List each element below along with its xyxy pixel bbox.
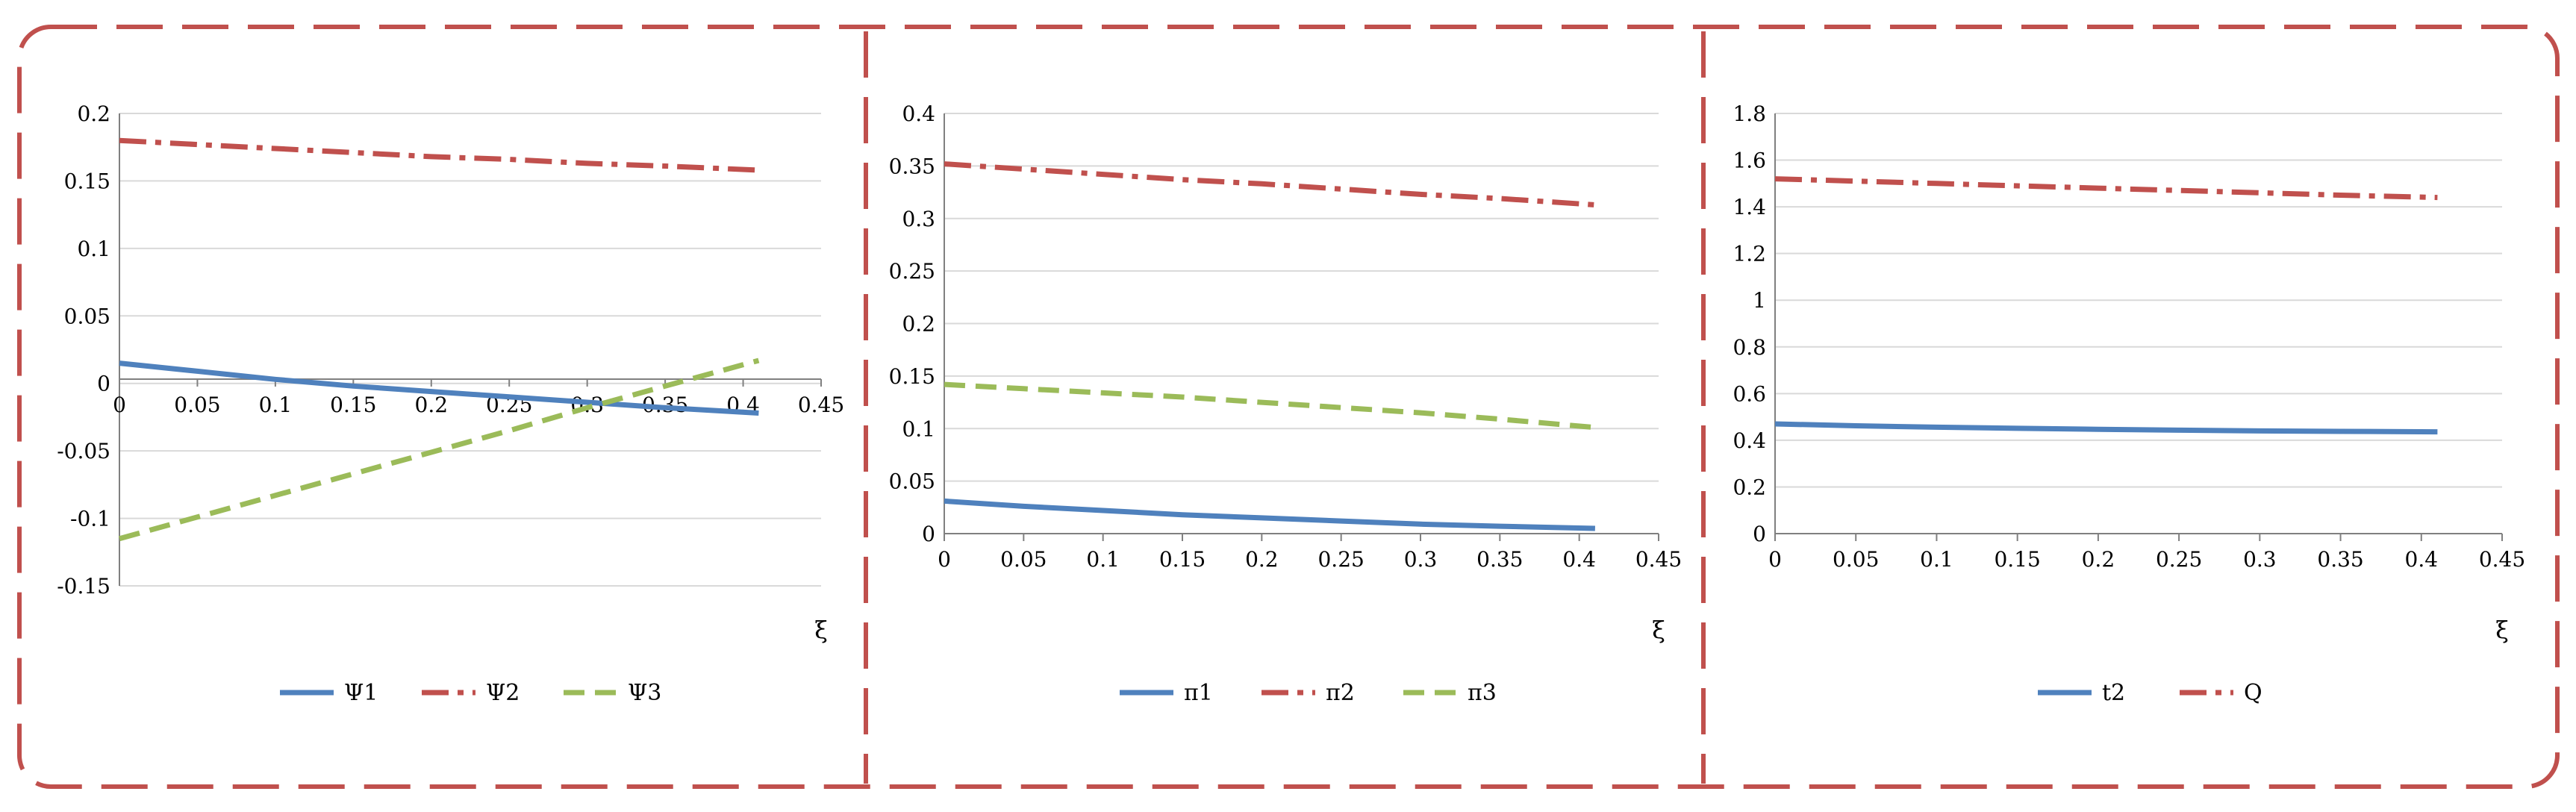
legend-label-2: Ψ2 (486, 680, 520, 706)
x-tick-label: 0.05 (1833, 547, 1879, 572)
legend-label-2: Q (2244, 680, 2262, 706)
x-tick-label: 0 (113, 393, 126, 417)
x-tick-label: 0.1 (1086, 547, 1120, 572)
y-tick-label: 0.8 (1733, 335, 1766, 360)
y-tick-label: 0.05 (64, 304, 110, 328)
x-tick-label: 0.05 (1000, 547, 1047, 572)
y-tick-label: 1.6 (1733, 149, 1766, 173)
y-tick-label: -0.15 (57, 574, 110, 599)
x-tick-label: 0.1 (259, 393, 293, 417)
x-axis-label: ξ (814, 616, 828, 644)
x-tick-label: 0.05 (174, 393, 220, 417)
x-tick-label: 0.35 (1476, 547, 1523, 572)
x-tick-label: 0.45 (1635, 547, 1682, 572)
legend-label-3: π3 (1468, 680, 1497, 706)
series-line-2 (1774, 176, 2438, 201)
y-tick-label: 0.15 (889, 364, 935, 389)
chart-3: 0 0.2 0.4 0.6 0.8 1 1.2 1.4 1.6 1.8 0 0.05 0.1 0.15 0.… (1733, 102, 2525, 706)
x-tick-label: 0.25 (1317, 547, 1364, 572)
series-line-1 (944, 498, 1595, 531)
y-tick-label: 0.35 (889, 154, 935, 178)
y-tick-label: 0.1 (902, 416, 935, 441)
x-axis-label: ξ (1652, 616, 1665, 644)
x-tick-label: 0.15 (1994, 547, 2040, 572)
x-tick-label: 0.45 (798, 393, 844, 417)
x-tick-label: 0.1 (1920, 547, 1953, 572)
x-tick-label: 0.4 (1562, 547, 1596, 572)
x-tick-label: 0.35 (2317, 547, 2363, 572)
y-tick-label: 0.4 (1733, 428, 1766, 453)
y-tick-label: 0 (97, 372, 110, 396)
y-tick-label: 0.6 (1733, 381, 1766, 406)
y-tick-label: 0 (1753, 522, 1766, 546)
y-tick-label: 0.1 (77, 237, 110, 261)
series-line-3 (119, 357, 760, 542)
y-tick-label: 0.05 (889, 469, 935, 494)
legend-label-3: Ψ3 (628, 680, 661, 706)
y-tick-label: 1.2 (1733, 242, 1766, 266)
legend-label-1: t2 (2102, 680, 2125, 706)
y-tick-label: 0.25 (889, 259, 935, 284)
x-tick-label: 0.2 (1245, 547, 1279, 572)
y-tick-label: 1.4 (1733, 195, 1766, 219)
x-tick-label: 0 (938, 547, 951, 572)
y-tick-label: 1.8 (1733, 102, 1766, 126)
chart-2: 0 0.05 0.1 0.15 0.2 0.25 0.3 0.35 0.4 0 0.05 0.1 0.1… (889, 102, 1682, 706)
x-tick-label: 0.3 (2243, 547, 2277, 572)
x-tick-label: 0.4 (2405, 547, 2439, 572)
outer-dashed-frame (17, 25, 2560, 789)
y-tick-label: 0.3 (902, 207, 935, 231)
y-tick-label: 0.15 (64, 169, 110, 193)
y-tick-label: -0.1 (70, 507, 110, 531)
y-tick-label: 0.2 (1733, 475, 1766, 499)
x-tick-label: 0.15 (330, 393, 376, 417)
y-tick-label: 0.4 (902, 102, 935, 126)
legend-label-2: π2 (1326, 680, 1355, 706)
y-tick-label: 0.2 (902, 312, 935, 337)
y-tick-label: 1 (1753, 288, 1766, 313)
x-tick-label: 0.25 (2156, 547, 2202, 572)
series-line-2 (944, 161, 1596, 207)
x-tick-label: 0.3 (1404, 547, 1438, 572)
y-tick-label: 0.2 (77, 102, 110, 126)
x-tick-label: 0.45 (2479, 547, 2525, 572)
legend-label-1: π1 (1184, 680, 1213, 706)
x-tick-label: 0.2 (415, 393, 449, 417)
x-axis-label: ξ (2495, 616, 2509, 644)
y-tick-label: 0 (922, 522, 935, 546)
x-tick-label: 0.15 (1159, 547, 1206, 572)
legend-label-1: Ψ1 (344, 680, 378, 706)
y-tick-label: -0.05 (57, 439, 110, 463)
series-line-1 (1774, 421, 2438, 435)
x-tick-label: 0.2 (2082, 547, 2115, 572)
series-line-2 (119, 137, 759, 173)
series-line-3 (944, 381, 1596, 431)
series-line-1 (119, 360, 759, 416)
x-tick-label: 0 (1768, 547, 1782, 572)
